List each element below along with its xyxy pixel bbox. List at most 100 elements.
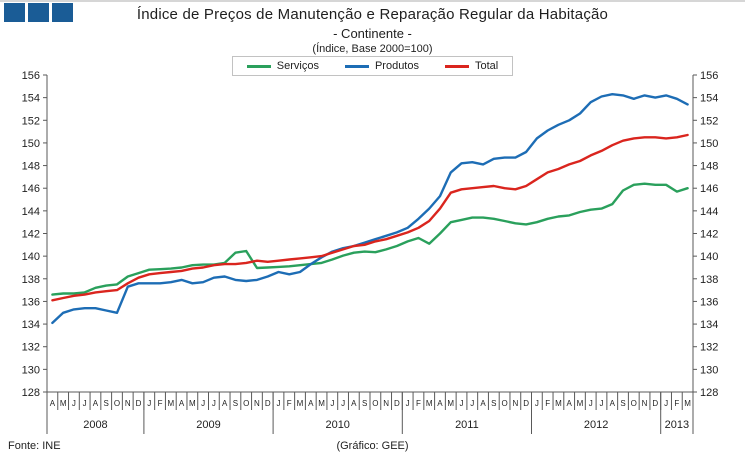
axis-label: N [383,399,389,408]
axis-label: S [620,399,625,408]
logo-square-1 [4,3,25,22]
axis-label: J [276,399,280,408]
axis-label: 2010 [325,419,349,431]
axis-label: S [491,399,496,408]
axis-label: A [50,399,56,408]
axis-label: O [631,399,637,408]
axis-label: 2013 [665,419,689,431]
axis-label: 154 [22,93,40,105]
legend-swatch-produtos [344,64,369,68]
gee-logo [4,3,73,22]
axis-label: J [470,399,474,408]
series-line-total [51,133,689,302]
axis-label: N [512,399,518,408]
axis-label: J [599,399,603,408]
axis-label: F [545,399,550,408]
axis-label: 2008 [83,419,107,431]
axis-label: J [201,399,205,408]
legend-label: Serviços [276,60,319,72]
axis-label: 152 [22,115,40,127]
axis-label: J [535,399,539,408]
axis-label: F [287,399,292,408]
axis-label: S [104,399,109,408]
axis-label: O [243,399,249,408]
axis-label: 130 [700,364,718,376]
y-axes: 128 128 130 130 132 132 134 134 136 136 138 138 140 1… [22,70,718,434]
axis-label: M [426,399,433,408]
line-chart-svg: 128 128 130 130 132 132 134 134 136 136 138 138 140 1… [22,70,718,434]
axis-label: A [179,399,185,408]
axis-label: 2009 [196,419,220,431]
axis-label: M [167,399,174,408]
axis-label: D [652,399,658,408]
axis-label: J [664,399,668,408]
logo-square-3 [52,3,73,22]
axis-label: M [684,399,691,408]
axis-label: 128 [22,387,40,399]
axis-label: O [501,399,507,408]
legend: Serviços Produtos Total [231,56,514,76]
title-block: Índice de Preços de Manutenção e Reparaç… [0,6,745,55]
legend-swatch-total [444,64,469,68]
axis-label: 144 [700,206,718,218]
axis-label: 154 [700,93,718,105]
axis-label: 132 [700,342,718,354]
chart-subtitle: - Continente - [333,26,412,41]
axis-label: M [189,399,196,408]
axis-label: O [372,399,378,408]
axis-label: 140 [22,251,40,263]
credit-label: (Gráfico: GEE) [336,440,409,452]
axis-label: 150 [700,138,718,150]
plot-area: 128 128 130 130 132 132 134 134 136 136 138 138 140 1… [0,60,745,445]
legend-item-produtos: Produtos [344,60,419,72]
axis-label: 138 [700,274,718,286]
axis-label: J [589,399,593,408]
axis-label: J [72,399,76,408]
axis-label: J [460,399,464,408]
axis-label: A [308,399,314,408]
axis-label: S [362,399,367,408]
axis-label: 138 [22,274,40,286]
axis-label: 152 [700,115,718,127]
axis-label: 148 [22,161,40,173]
axis-label: F [158,399,163,408]
axis-label: 136 [22,296,40,308]
axis-label: 156 [700,70,718,82]
axis-label: 2011 [455,419,479,431]
axis-label: 148 [700,161,718,173]
axis-label: J [212,399,216,408]
legend-item-total: Total [444,60,499,72]
series-line-servicos [51,182,689,296]
axis-label: N [254,399,260,408]
legend-item-servicos: Serviços [246,60,319,72]
legend-label: Total [474,60,499,72]
axis-label: A [567,399,573,408]
axis-label: O [114,399,120,408]
axis-label: 150 [22,138,40,150]
axis-label: M [447,399,454,408]
series-line-produtos [51,93,689,325]
axis-label: N [642,399,648,408]
logo-square-2 [28,3,49,22]
axis-label: D [523,399,529,408]
axis-label: A [610,399,616,408]
axis-label: 134 [700,319,718,331]
axis-label: J [83,399,87,408]
window-top-edge [0,0,745,2]
axis-label: M [555,399,562,408]
x-axis-years: 2008 2009 2010 2011 2012 2013 [46,392,694,434]
axis-label: 136 [700,296,718,308]
axis-label: A [437,399,443,408]
axis-label: N [125,399,131,408]
legend-swatch-servicos [246,64,271,68]
axis-label: D [265,399,271,408]
axis-label: M [318,399,325,408]
chart-title: Índice de Preços de Manutenção e Reparaç… [136,6,609,23]
axis-label: 2012 [584,419,608,431]
axis-label: J [406,399,410,408]
chart-subtitle-base: (Índice, Base 2000=100) [312,43,433,55]
axis-label: 132 [22,342,40,354]
axis-label: D [394,399,400,408]
axis-label: M [297,399,304,408]
